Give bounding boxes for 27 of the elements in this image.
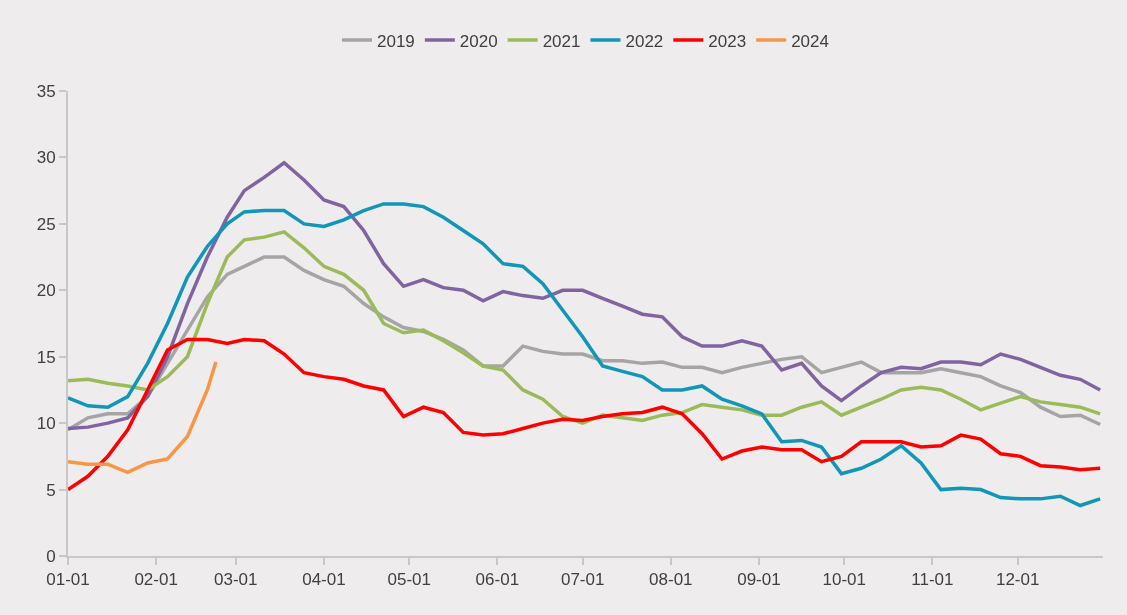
x-tick-label: 10-01 — [822, 570, 866, 590]
x-tick-label: 01-01 — [46, 570, 90, 590]
x-tick-label: 02-01 — [134, 570, 178, 590]
line-series — [68, 360, 218, 475]
legend-label: 2020 — [459, 31, 498, 51]
y-tick-label: 25 — [36, 214, 56, 234]
y-tick-label: 20 — [36, 281, 56, 301]
y-tick-label: 5 — [46, 480, 56, 500]
legend-label: 2021 — [542, 31, 581, 51]
x-tick-label: 05-01 — [387, 570, 431, 590]
x-tick-label: 04-01 — [302, 570, 346, 590]
x-tick-label: 07-01 — [560, 570, 605, 590]
y-tick-label: 35 — [36, 81, 56, 101]
legend-label: 2022 — [625, 31, 664, 51]
legend-label: 2024 — [791, 31, 829, 51]
legend-label: 2023 — [708, 31, 747, 51]
x-tick-label: 11-01 — [911, 570, 954, 590]
x-tick-label: 03-01 — [214, 570, 258, 590]
x-tick-label: 06-01 — [475, 570, 520, 590]
y-tick-label: 10 — [36, 414, 56, 434]
x-tick-label: 12-01 — [995, 570, 1040, 590]
x-tick-label: 08-01 — [649, 570, 693, 590]
x-tick-label: 09-01 — [737, 570, 781, 590]
legend-label: 2019 — [377, 31, 415, 51]
y-tick-label: 30 — [36, 148, 56, 168]
y-tick-label: 15 — [36, 347, 56, 367]
y-tick-label: 0 — [46, 546, 56, 566]
